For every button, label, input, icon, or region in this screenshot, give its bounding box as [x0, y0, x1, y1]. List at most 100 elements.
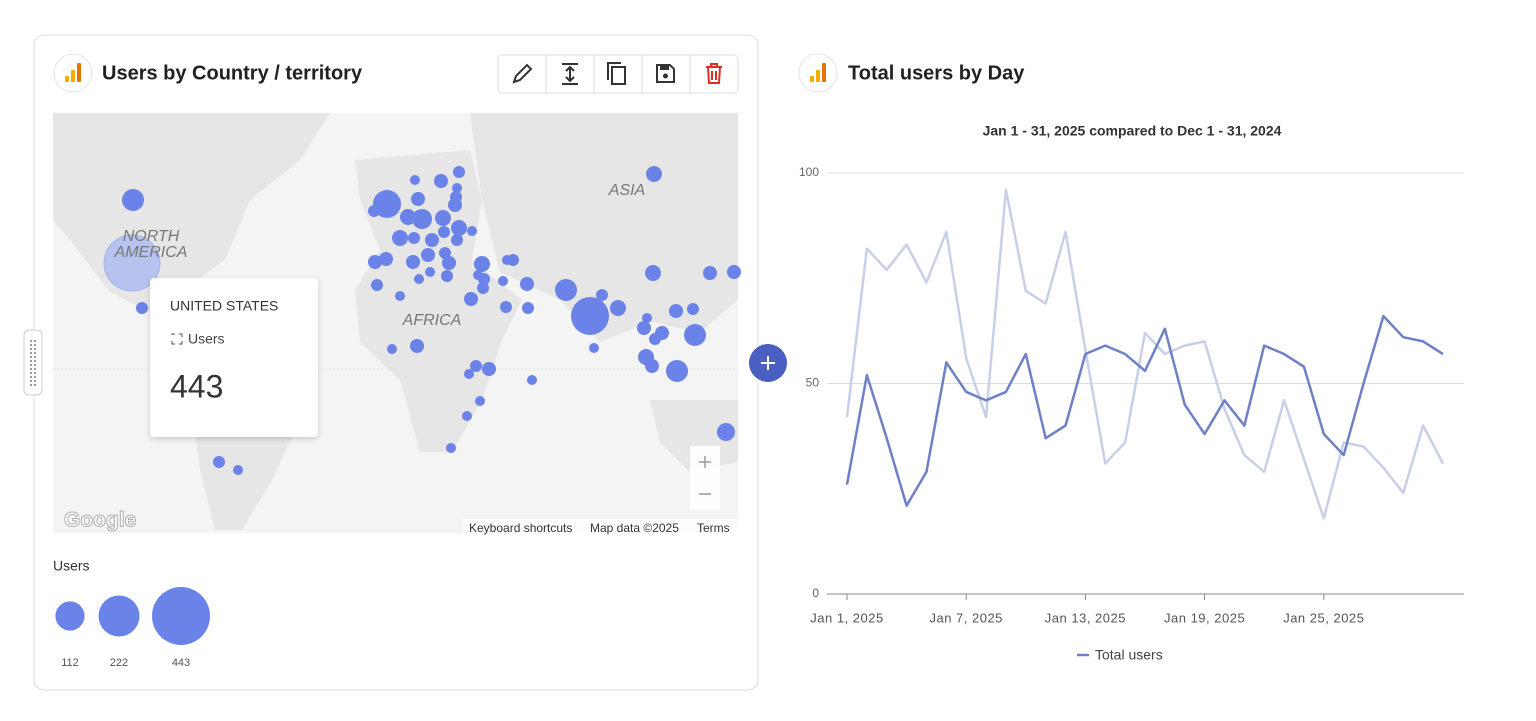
map-bubble[interactable] — [368, 255, 382, 269]
copy-button[interactable] — [607, 62, 626, 85]
map-bubble[interactable] — [474, 256, 490, 272]
map-bubble[interactable] — [371, 279, 383, 291]
map-bubble[interactable] — [684, 324, 706, 346]
map-logo: Google — [64, 509, 136, 532]
map-bubble[interactable] — [478, 273, 490, 285]
map-bubble[interactable] — [475, 396, 485, 406]
map-bubble[interactable] — [703, 266, 717, 280]
map-bubble[interactable] — [412, 209, 432, 229]
tooltip-value: 443 — [170, 368, 223, 404]
map-bubble[interactable] — [522, 302, 534, 314]
map-bubble[interactable] — [438, 226, 450, 238]
x-tick-label: Jan 13, 2025 — [1045, 610, 1126, 625]
map-bubble[interactable] — [122, 189, 144, 211]
map-bubble[interactable] — [233, 465, 243, 475]
y-tick-label: 0 — [812, 586, 819, 600]
map-bubble[interactable] — [520, 277, 534, 291]
map-bubble[interactable] — [448, 198, 462, 212]
map-bubble[interactable] — [464, 369, 474, 379]
map-bubble[interactable] — [387, 344, 397, 354]
map-bubble[interactable] — [400, 209, 416, 225]
map-bubble-hover — [103, 234, 161, 292]
map-bubble[interactable] — [213, 456, 225, 468]
map-bubble[interactable] — [368, 205, 380, 217]
map-bubble[interactable] — [136, 302, 148, 314]
map-bubble[interactable] — [646, 166, 662, 182]
map-bubble[interactable] — [645, 359, 659, 373]
map-bubble[interactable] — [462, 411, 472, 421]
map-label: AMERICA — [114, 244, 188, 261]
legend-label: 443 — [172, 657, 190, 669]
map-bubble[interactable] — [482, 362, 496, 376]
map-bubble[interactable] — [439, 247, 451, 259]
map-bubble[interactable] — [555, 279, 577, 301]
map-bubble[interactable] — [467, 226, 477, 236]
y-tick-label: 50 — [806, 376, 820, 390]
map-bubble[interactable] — [464, 292, 478, 306]
tooltip-metric: Users — [188, 331, 225, 347]
map-bubble[interactable] — [410, 339, 424, 353]
map-bubble[interactable] — [687, 303, 699, 315]
map-bubble[interactable] — [649, 333, 661, 345]
map-bubble[interactable] — [596, 289, 608, 301]
map-bubble[interactable] — [666, 360, 688, 382]
x-tick-label: Jan 7, 2025 — [929, 610, 1002, 625]
map-bubble[interactable] — [669, 304, 683, 318]
map-bubble[interactable] — [421, 248, 435, 262]
map-bubble[interactable] — [500, 301, 512, 313]
edit-button[interactable] — [512, 63, 533, 84]
chart-subtitle: Jan 1 - 31, 2025 compared to Dec 1 - 31,… — [983, 123, 1282, 139]
save-button[interactable] — [656, 64, 675, 83]
map-bubble[interactable] — [642, 313, 652, 323]
legend-label: 222 — [110, 657, 128, 669]
map-bubble[interactable] — [379, 252, 393, 266]
map-bubble[interactable] — [446, 443, 456, 453]
attribution: Map data ©2025 — [590, 521, 679, 535]
map-bubble[interactable] — [453, 166, 465, 178]
map-bubble[interactable] — [498, 276, 508, 286]
map-bubble[interactable] — [425, 267, 435, 277]
map-bubble[interactable] — [442, 256, 456, 270]
chart-title: Total users by Day — [848, 62, 1025, 84]
map-bubble[interactable] — [414, 274, 424, 284]
attribution[interactable]: Keyboard shortcuts — [469, 521, 572, 535]
map-bubble[interactable] — [477, 282, 489, 294]
map-bubble[interactable] — [441, 270, 453, 282]
map-bubble[interactable] — [637, 321, 651, 335]
map-bubble[interactable] — [434, 174, 448, 188]
toolbar — [497, 54, 739, 94]
map-bubble[interactable] — [408, 232, 420, 244]
map-bubble[interactable] — [645, 265, 661, 281]
map-bubble[interactable] — [395, 291, 405, 301]
drag-handle[interactable] — [23, 329, 43, 396]
map-bubble[interactable] — [470, 360, 482, 372]
map-bubble[interactable] — [452, 183, 462, 193]
delete-button[interactable] — [706, 63, 722, 84]
map-bubble[interactable] — [411, 192, 425, 206]
map-bubble[interactable] — [727, 265, 741, 279]
zoom-in[interactable] — [699, 456, 711, 468]
map-bubble[interactable] — [717, 423, 735, 441]
map-bubble[interactable] — [406, 255, 420, 269]
expand-button[interactable] — [562, 63, 578, 85]
add-button[interactable] — [749, 344, 787, 382]
legend-bubble — [152, 587, 210, 645]
map-bubble[interactable] — [410, 175, 420, 185]
series-line — [845, 188, 1445, 520]
map-bubble[interactable] — [610, 300, 626, 316]
legend-title: Users — [53, 558, 90, 574]
map-bubble[interactable] — [392, 230, 408, 246]
map-bubble[interactable] — [571, 297, 609, 335]
line-chart: 0 50 100 Jan 1, 2025 Jan 7, 2025 Jan 13, 2025… — [799, 165, 1464, 663]
attribution[interactable]: Terms — [697, 521, 730, 535]
map-bubble[interactable] — [451, 234, 463, 246]
map-bubble[interactable] — [507, 254, 519, 266]
map-bubble[interactable] — [589, 343, 599, 353]
map-bubble[interactable] — [425, 233, 439, 247]
map-bubble[interactable] — [451, 220, 467, 236]
map-bubble[interactable] — [435, 210, 451, 226]
card-title: Users by Country / territory — [102, 62, 363, 84]
map-bubble[interactable] — [527, 375, 537, 385]
